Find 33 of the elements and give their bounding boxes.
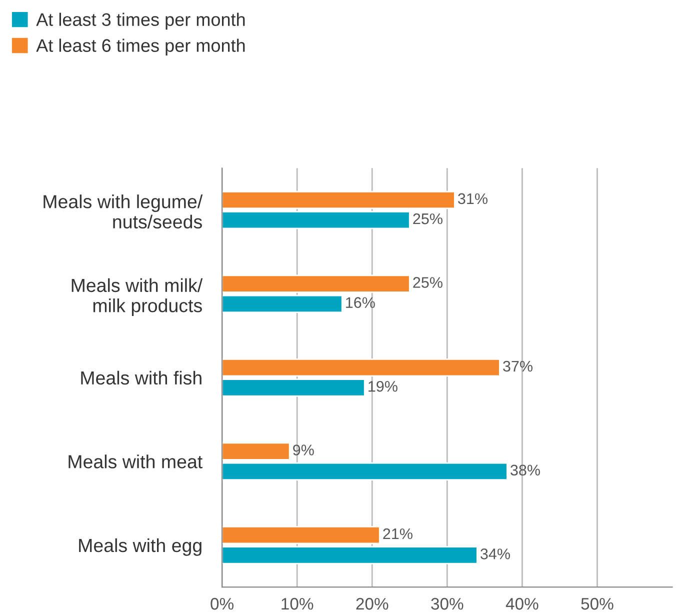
data-label: 25% — [413, 277, 442, 288]
data-label: 21% — [383, 528, 412, 540]
data-label: 9% — [293, 444, 314, 456]
x-tick-label: 30% — [431, 598, 464, 610]
data-label: 34% — [480, 548, 510, 560]
bar — [222, 546, 478, 564]
bar — [222, 462, 508, 481]
data-label: 16% — [346, 297, 375, 308]
bar — [222, 526, 380, 544]
data-label: 19% — [368, 380, 398, 392]
y-tick-label: Meals with meat — [68, 454, 202, 468]
bar — [222, 442, 290, 460]
bar — [222, 294, 343, 313]
y-tick-label: Meals with fish — [81, 370, 202, 385]
x-tick-label: 50% — [581, 598, 614, 610]
data-label: 31% — [458, 193, 488, 204]
x-tick-label: 20% — [356, 598, 388, 610]
x-tick-label: 0% — [210, 598, 234, 610]
data-label: 25% — [413, 213, 442, 224]
bar — [222, 378, 366, 397]
bar — [222, 211, 410, 230]
y-tick-label: Meals with legume/ nuts/seeds — [44, 194, 203, 228]
data-label: 37% — [503, 360, 532, 372]
x-tick-label: 10% — [282, 598, 314, 610]
bar — [222, 274, 410, 293]
legend-label: At least 6 times per month — [36, 38, 245, 56]
y-tick-label: Meals with milk/ milk products — [72, 278, 203, 316]
data-label: 38% — [510, 464, 540, 476]
y-tick-label: Meals with egg — [79, 538, 202, 556]
bar — [222, 190, 456, 210]
legend-label: At least 3 times per month — [36, 12, 245, 30]
bar — [222, 358, 500, 377]
x-tick-label: 40% — [506, 598, 538, 610]
